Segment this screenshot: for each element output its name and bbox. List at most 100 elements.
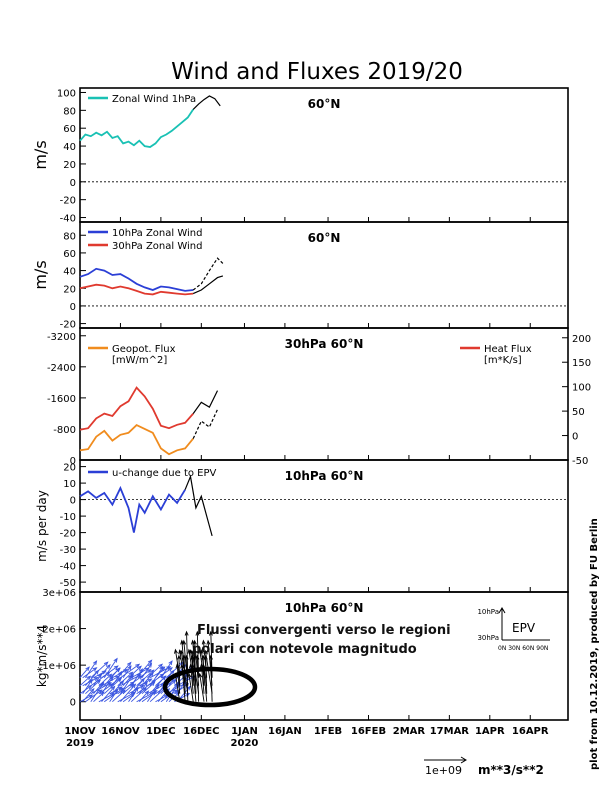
- epv-vector: [178, 655, 181, 686]
- annotation-line-2: polari con notevole magnitudo: [192, 642, 417, 657]
- epv-arrowhead: [103, 661, 109, 667]
- epv-vector: [136, 659, 152, 679]
- epv-vector: [117, 671, 133, 687]
- series-line: [79, 283, 194, 296]
- x-tick-label: 16NOV: [101, 726, 140, 737]
- epv-vector: [179, 650, 186, 686]
- epv-vector: [194, 640, 200, 686]
- epv-arrowhead: [92, 667, 98, 672]
- epv-vector: [101, 665, 119, 679]
- epv-arrowhead: [135, 663, 141, 668]
- y-tick-label: 0: [70, 302, 76, 313]
- epv-vector: [109, 689, 118, 702]
- epv-arrowhead: [147, 678, 153, 683]
- y-tick-label: 0: [70, 178, 76, 189]
- y-tick-label: 0: [70, 698, 76, 709]
- epv-vector: [85, 689, 102, 703]
- series-line: [192, 390, 219, 414]
- epv-legend-arrowhead: [498, 607, 506, 614]
- epv-arrowhead: [160, 666, 166, 672]
- epv-vector: [191, 650, 200, 694]
- panel-frame: [79, 591, 569, 721]
- x-tick-label: 16JAN: [268, 726, 302, 737]
- epv-arrowhead: [198, 672, 203, 678]
- epv-vector: [111, 671, 123, 686]
- y-tick-label: -800: [53, 425, 76, 436]
- epv-arrowhead: [192, 639, 197, 645]
- epv-vector: [103, 677, 122, 695]
- epv-arrowhead: [99, 691, 105, 697]
- legend-units: [mW/m^2]: [112, 355, 167, 366]
- epv-vector: [112, 680, 124, 695]
- epv-vector: [130, 687, 147, 703]
- epv-vector: [93, 691, 105, 703]
- epv-vector: [168, 682, 179, 695]
- epv-vector: [165, 661, 184, 679]
- epv-vector: [128, 665, 142, 679]
- epv-arrowhead: [110, 685, 116, 691]
- y-axis-label: m/s: [31, 140, 50, 169]
- epv-vector: [174, 683, 189, 695]
- y-tick-label: 10: [63, 479, 76, 490]
- epv-vector: [160, 660, 173, 678]
- epv-vector: [120, 683, 136, 703]
- epv-vector: [157, 667, 173, 679]
- y-tick-label: 1e+06: [42, 661, 76, 672]
- epv-vector: [117, 662, 132, 679]
- epv-vector: [98, 664, 111, 679]
- epv-vector: [141, 681, 155, 695]
- legend-units: [m*K/s]: [484, 355, 522, 366]
- y-tick-label: 3e+06: [42, 588, 76, 599]
- epv-vector: [136, 669, 154, 687]
- y-tick-label: 60: [63, 124, 76, 135]
- epv-vector: [204, 650, 213, 694]
- y-tick-label: 80: [63, 106, 76, 117]
- epv-legend-x: 0N 30N 60N 90N: [498, 645, 548, 652]
- series-line: [192, 409, 219, 439]
- epv-vector: [122, 683, 134, 695]
- y-axis-label: m/s: [31, 260, 50, 289]
- panel-label: 10hPa 60°N: [285, 469, 364, 483]
- ref-vector-label: 1e+09: [425, 764, 462, 777]
- epv-arrowhead: [147, 659, 153, 665]
- epv-vector: [79, 675, 91, 687]
- epv-vector: [120, 663, 140, 679]
- epv-vector: [141, 691, 157, 703]
- epv-vector: [138, 690, 149, 703]
- epv-vector: [79, 666, 90, 679]
- legend-label: Zonal Wind 1hPa: [112, 94, 196, 105]
- y2-tick-label: 50: [572, 407, 585, 418]
- y-tick-label: 80: [63, 231, 76, 242]
- epv-arrowhead: [143, 681, 148, 687]
- y2-tick-label: 200: [572, 334, 591, 345]
- epv-arrowhead: [206, 639, 211, 645]
- epv-arrowhead: [204, 649, 208, 655]
- epv-legend-top: 10hPa: [477, 608, 499, 616]
- epv-arrowhead: [195, 630, 200, 636]
- epv-vector: [82, 679, 93, 694]
- y-tick-label: 40: [63, 267, 76, 278]
- epv-arrowhead: [177, 654, 181, 660]
- x-tick-label: 17MAR: [430, 726, 470, 737]
- x-tick-label: 16APR: [512, 726, 549, 737]
- epv-arrowhead: [201, 639, 206, 645]
- epv-legend-title: EPV: [512, 621, 536, 635]
- epv-vector: [188, 673, 194, 702]
- y-tick-label: -40: [60, 214, 76, 225]
- series-line: [79, 267, 194, 292]
- epv-arrowhead: [88, 694, 94, 699]
- epv-vector: [199, 649, 205, 678]
- y-axis-label: kg*m/s**4: [35, 625, 49, 687]
- epv-vector: [147, 683, 166, 695]
- epv-vector: [128, 685, 144, 695]
- epv-arrowhead: [137, 665, 142, 671]
- panel-label: 30hPa 60°N: [285, 337, 364, 351]
- epv-arrowhead: [106, 663, 111, 669]
- epv-vector: [85, 679, 101, 695]
- legend-label: Heat Flux: [484, 344, 532, 355]
- x-tick-label: 16FEB: [351, 726, 386, 737]
- epv-vector: [103, 658, 118, 678]
- y-tick-label: 0: [70, 456, 76, 467]
- epv-vector: [147, 663, 163, 679]
